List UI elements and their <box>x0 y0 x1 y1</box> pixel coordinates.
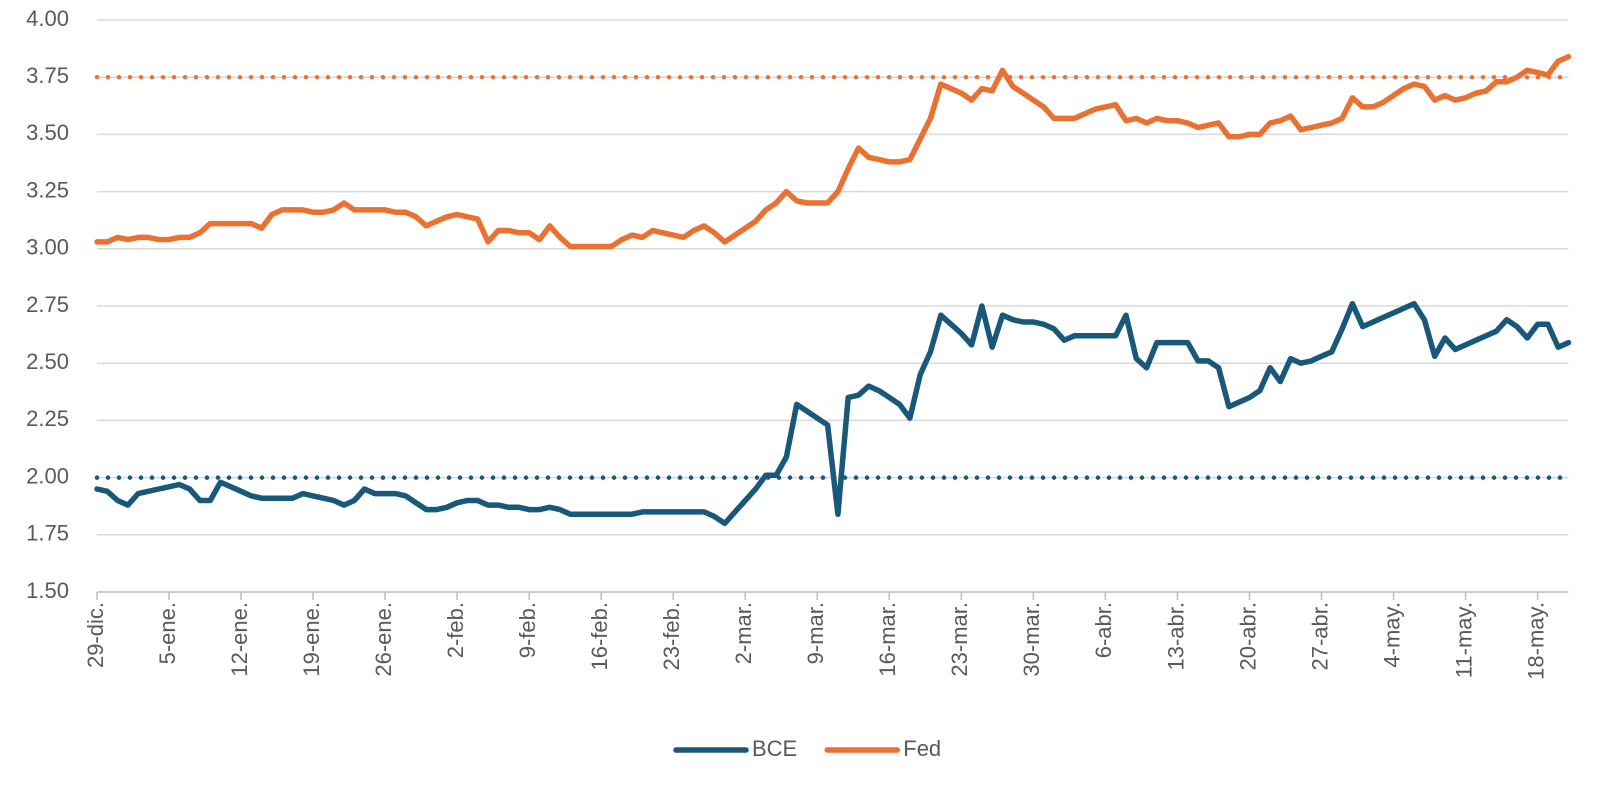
y-tick-label: 2.00 <box>26 463 69 488</box>
x-tick-label: 13-abr. <box>1163 602 1188 671</box>
y-tick-label: 2.50 <box>26 349 69 374</box>
x-tick-label: 16-feb. <box>587 602 612 671</box>
x-tick-label: 27-abr. <box>1307 602 1332 671</box>
legend-label: BCE <box>752 736 797 761</box>
x-tick-label: 29-dic. <box>83 602 108 668</box>
x-tick-label: 2-mar. <box>731 602 756 664</box>
legend: BCE Fed <box>673 736 941 761</box>
x-tick-label: 30-mar. <box>1019 602 1044 677</box>
x-tick-label: 18-may. <box>1523 602 1548 680</box>
data-line <box>94 53 1572 250</box>
y-tick-label: 2.25 <box>26 406 69 431</box>
x-tick-label: 9-feb. <box>515 602 540 658</box>
y-tick-label: 3.75 <box>26 63 69 88</box>
y-tick-label: 1.50 <box>26 578 69 603</box>
legend-label: Fed <box>903 736 941 761</box>
x-tick-label: 26-ene. <box>371 602 396 677</box>
x-tick-label: 11-may. <box>1451 602 1476 678</box>
x-tick-label: 9-mar. <box>803 602 828 664</box>
y-tick-label: 4.00 <box>26 6 69 31</box>
x-tick-label: 4-may. <box>1379 602 1404 668</box>
x-tick-label: 23-feb. <box>659 602 684 671</box>
x-tick-label: 20-abr. <box>1235 602 1260 671</box>
x-tick-label: 23-mar. <box>947 602 972 677</box>
data-line <box>94 300 1572 527</box>
x-tick-label: 5-ene. <box>155 602 180 664</box>
x-tick-label: 6-abr. <box>1091 602 1116 658</box>
y-tick-label: 3.00 <box>26 235 69 260</box>
x-tick-label: 19-ene. <box>299 602 324 677</box>
y-tick-label: 1.75 <box>26 521 69 546</box>
x-tick-label: 12-ene. <box>227 602 252 677</box>
y-tick-label: 2.75 <box>26 292 69 317</box>
y-tick-label: 3.50 <box>26 120 69 145</box>
y-tick-label: 3.25 <box>26 177 69 202</box>
x-tick-label: 2-feb. <box>443 602 468 658</box>
x-tick-label: 16-mar. <box>875 602 900 677</box>
